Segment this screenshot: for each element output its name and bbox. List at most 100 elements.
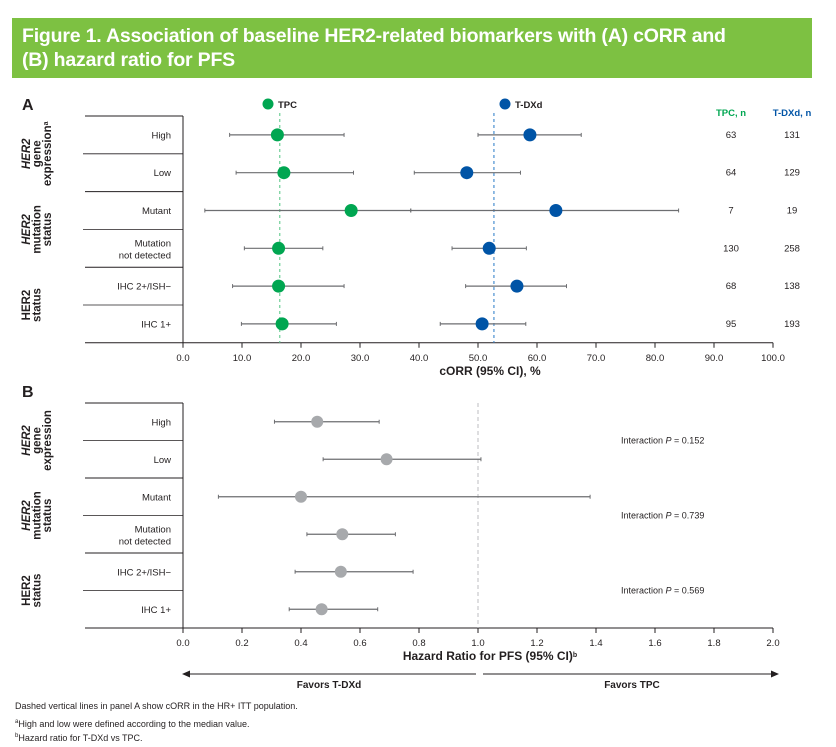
tpc-point (272, 241, 286, 255)
row-label: Mutation (135, 524, 171, 535)
row-label: IHC 2+/ISH− (117, 567, 171, 578)
hr-point (380, 453, 393, 466)
tpc-point (270, 128, 284, 142)
x-tick-label: 1.8 (707, 638, 720, 649)
row-label: Mutant (142, 492, 171, 503)
row-label: Low (154, 168, 172, 179)
interaction-text-part: P (666, 586, 672, 596)
tpc-n-value: 68 (726, 281, 737, 292)
hr-point (295, 490, 307, 503)
group-label-line: HER2 (21, 500, 33, 531)
group-label-line: mutation (32, 491, 44, 540)
x-tick-label: 60.0 (528, 353, 547, 364)
hr-point (315, 603, 328, 616)
x-tick-label: 0.0 (176, 638, 189, 649)
group-label-line: HER2 (21, 138, 33, 169)
tdxd-point (549, 204, 563, 217)
row-label: Mutant (142, 206, 171, 217)
tpc-point (272, 279, 286, 293)
tdxd-n-value: 138 (784, 281, 800, 292)
tpc-n-value: 64 (726, 168, 737, 179)
tpc-point (344, 204, 358, 217)
group-label-line: gene (32, 427, 44, 454)
tpc-point (277, 166, 291, 180)
header-tdxd-n: T-DXd, n (773, 108, 812, 119)
x-tick-label: 1.6 (648, 638, 661, 649)
row-label: IHC 1+ (141, 319, 171, 330)
x-tick-label: 0.0 (176, 353, 189, 364)
x-tick-label: 10.0 (233, 353, 252, 364)
panel-label-b: B (22, 384, 34, 401)
legend-tdxd-label: T-DXd (515, 100, 543, 111)
x-tick-label: 0.4 (294, 638, 307, 649)
footnote-dashed: Dashed vertical lines in panel A show cO… (15, 701, 298, 711)
figure-title-line-2: (B) hazard ratio for PFS (22, 49, 235, 71)
tdxd-point (475, 317, 489, 331)
x-tick-label: 1.0 (471, 638, 484, 649)
tpc-n-value: 7 (728, 206, 733, 217)
x-axis-label: cORR (95% CI), % (439, 364, 541, 378)
tdxd-n-value: 258 (784, 243, 800, 254)
footnote-a-mark: a (15, 719, 19, 725)
group-label-line: mutation (32, 205, 44, 254)
row-label: IHC 1+ (141, 605, 171, 616)
hr-point (311, 415, 324, 428)
footnotes: Dashed vertical lines in panel A show cO… (15, 700, 298, 744)
interaction-p-value: Interaction P = 0.739 (621, 511, 704, 521)
panel-b: BHER2geneexpressionHER2mutationstatusHER… (21, 384, 780, 691)
interaction-p-value: Interaction P = 0.152 (621, 436, 704, 446)
forest-plot-figure: AHER2geneexpressionaHER2mutationstatusHE… (21, 97, 812, 691)
x-axis-label: Hazard Ratio for PFS (95% CI)b (403, 649, 577, 663)
x-tick-label: 80.0 (646, 353, 665, 364)
legend-tpc-label: TPC (278, 100, 297, 111)
x-tick-label: 70.0 (587, 353, 606, 364)
x-tick-label: 0.2 (235, 638, 248, 649)
legend-tpc-marker (262, 98, 274, 110)
arrow-right-icon (771, 670, 779, 678)
tpc-n-value: 130 (723, 243, 739, 254)
interaction-text-part: Interaction (621, 586, 666, 596)
tdxd-point (482, 241, 496, 255)
figure-title-line-1: Figure 1. Association of baseline HER2-r… (22, 25, 726, 47)
x-tick-label: 30.0 (351, 353, 370, 364)
tdxd-point (460, 166, 474, 180)
tpc-n-value: 95 (726, 319, 737, 330)
group-label-line: status (32, 574, 44, 608)
group-label-line: HER2 (21, 213, 33, 244)
group-label-line: gene (32, 140, 44, 167)
x-tick-label: 0.6 (353, 638, 366, 649)
x-tick-label: 2.0 (766, 638, 779, 649)
group-label-line: status (42, 212, 54, 246)
footnote-a-text: High and low were defined according to t… (18, 719, 250, 729)
tpc-n-value: 63 (726, 130, 737, 141)
x-tick-label: 20.0 (292, 353, 311, 364)
row-label: Mutation (135, 238, 171, 249)
group-label-line: expression (42, 410, 54, 471)
row-label: High (151, 417, 171, 428)
x-tick-label: 100.0 (761, 353, 785, 364)
panel-label-a: A (22, 97, 34, 114)
tdxd-n-value: 19 (787, 206, 798, 217)
group-label-line: HER2 (21, 425, 33, 456)
arrow-left-icon (182, 670, 190, 678)
superscript-b: b (573, 652, 577, 659)
favors-tdxd-label: Favors T-DXd (297, 680, 361, 691)
interaction-text-part: Interaction (621, 436, 666, 446)
tdxd-point (523, 128, 537, 142)
interaction-text-part: = 0.739 (672, 511, 705, 521)
favors-tpc-label: Favors TPC (604, 680, 660, 691)
hr-point (336, 528, 349, 541)
figure-title-banner: Figure 1. Association of baseline HER2-r… (12, 18, 812, 78)
interaction-text-part: P (666, 511, 672, 521)
footnote-b-text: Hazard ratio for T-DXd vs TPC. (18, 733, 143, 743)
tdxd-n-value: 129 (784, 168, 800, 179)
superscript-a: a (43, 121, 50, 125)
row-label: Low (154, 455, 172, 466)
group-label-line: expressiona (42, 121, 54, 186)
tpc-point (275, 317, 289, 331)
header-tpc-n: TPC, n (716, 108, 746, 119)
tdxd-point (510, 279, 524, 293)
